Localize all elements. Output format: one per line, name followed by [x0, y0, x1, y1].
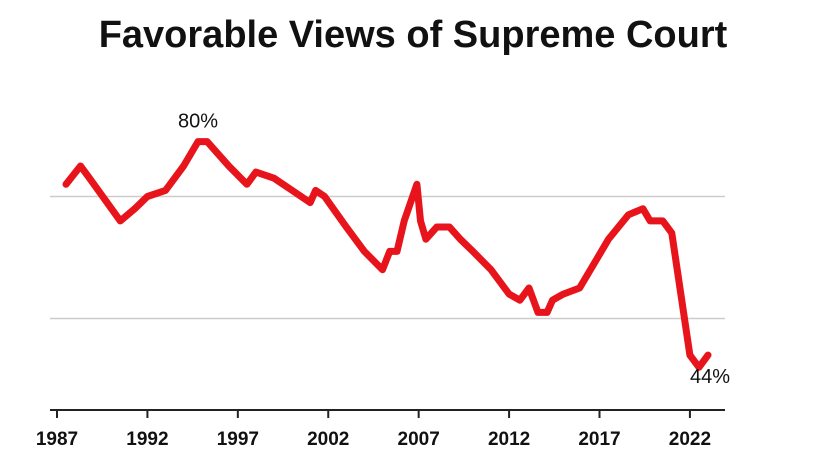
gridlines [50, 195, 725, 320]
x-axis: 1987 1992 1997 2002 2007 2012 2017 2022 [36, 409, 725, 450]
x-tick-label: 2017 [578, 429, 620, 450]
series-layer [62, 138, 712, 371]
x-tick-label: 1987 [36, 429, 78, 450]
chart-title: Favorable Views of Supreme Court [98, 14, 728, 56]
peak-label: 80% [178, 111, 218, 133]
data-labels: 80% 44% [178, 111, 730, 389]
x-tick-label: 2007 [398, 429, 440, 450]
x-tick-label: 2002 [307, 429, 349, 450]
x-tick-label: 2012 [488, 429, 530, 450]
series-line [62, 138, 712, 371]
x-tick-label: 1992 [126, 429, 168, 450]
x-tick-label: 2022 [669, 429, 711, 450]
latest-label: 44% [690, 366, 730, 388]
x-tick-label: 1997 [217, 429, 259, 450]
